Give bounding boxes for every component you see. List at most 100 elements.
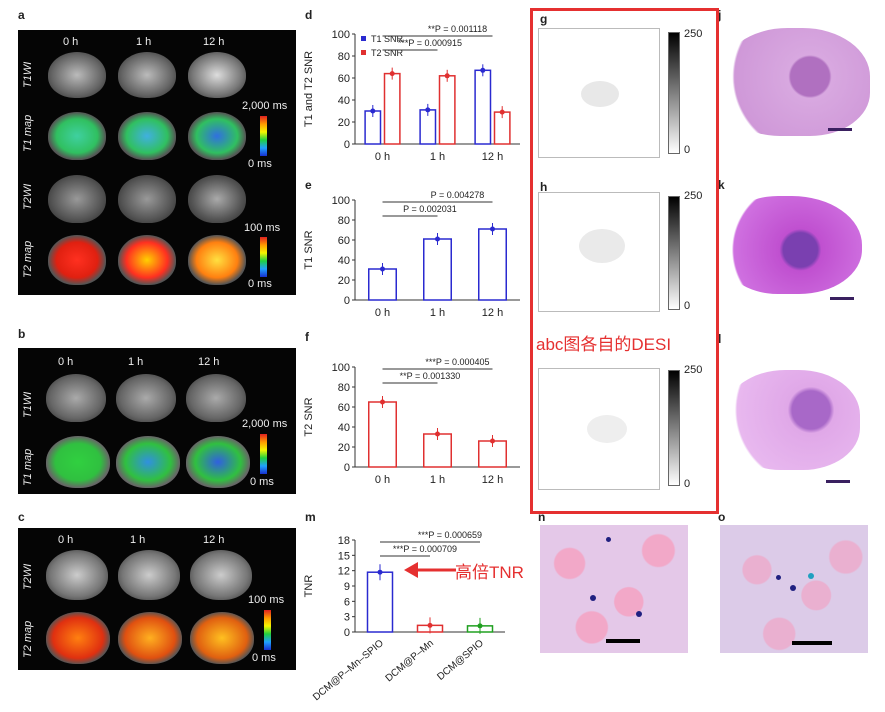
- y-tick-label: 60: [338, 402, 350, 414]
- p-value-label: P = 0.004278: [431, 190, 485, 200]
- y-tick-label: 100: [332, 29, 350, 41]
- bar: [366, 571, 394, 633]
- y-tick-label: 20: [338, 442, 350, 454]
- bar: [368, 401, 397, 468]
- brain-scan: [186, 436, 250, 488]
- he-section-j: [720, 28, 870, 136]
- data-point: [435, 431, 440, 437]
- legend-label: T2 SNR: [371, 48, 404, 58]
- tnr-note: 高倍TNR: [455, 563, 524, 582]
- chart-e: 0 20 40 60 80 100 T1 SNR 0 h 1 h 12 h P = 0.004278…: [303, 190, 520, 319]
- y-tick-label: 80: [338, 51, 350, 63]
- tissue-shadow: [579, 229, 625, 263]
- mri-panel-b: 0 h 1 h 12 h T1WI T1 map 2,000 ms 0 ms: [18, 348, 296, 494]
- brain-scan: [188, 112, 246, 160]
- col-header-12h: 12 h: [198, 356, 220, 368]
- row-label-t2map: T2 map: [22, 240, 34, 278]
- t2-scale-min: 0 ms: [252, 652, 276, 664]
- x-tick-label: 12 h: [482, 474, 503, 486]
- panel-letter-g: g: [540, 12, 548, 26]
- y-tick-label: 3: [344, 612, 350, 624]
- brain-scan: [118, 52, 176, 98]
- data-point: [444, 73, 450, 79]
- chart-f: 0 20 40 60 80 100 T2 SNR 0 h 1 h 12 h ***P = 0.000…: [303, 357, 520, 486]
- brain-scan: [188, 52, 246, 98]
- panel-letter-n: n: [538, 510, 546, 524]
- y-axis-label: T2 SNR: [303, 397, 315, 436]
- row-label-t2wi: T2WI: [22, 183, 34, 210]
- panel-letter-h: h: [540, 180, 548, 194]
- panel-letter-d: d: [305, 8, 313, 22]
- p-value-label: ***P = 0.000659: [418, 530, 482, 540]
- panel-letter-j: j: [718, 8, 722, 22]
- col-header-0h: 0 h: [63, 36, 79, 48]
- data-point: [490, 226, 495, 232]
- bar: [478, 228, 507, 301]
- desi-scale-max: 250: [684, 190, 703, 202]
- p-value-label: **P = 0.001118: [428, 24, 487, 34]
- row-label-t1wi: T1WI: [22, 61, 34, 88]
- t1-scale-max: 2,000 ms: [242, 100, 288, 112]
- y-tick-label: 6: [344, 596, 350, 608]
- col-header-12h: 12 h: [203, 36, 225, 48]
- row-label-t1map: T1 map: [22, 114, 34, 152]
- panel-letter-k: k: [718, 178, 725, 192]
- data-point: [425, 107, 431, 113]
- y-tick-label: 9: [344, 581, 350, 593]
- cell-dot: [790, 585, 796, 591]
- cell-dot: [776, 575, 781, 580]
- t2-scale-max: 100 ms: [244, 222, 281, 234]
- row-label-t1map: T1 map: [22, 448, 34, 486]
- panel-letter-l: l: [718, 332, 722, 346]
- desi-scale-max: 250: [684, 28, 703, 40]
- brain-scan: [46, 612, 110, 664]
- data-point: [380, 266, 385, 272]
- scale-bar: [826, 480, 850, 483]
- t2-scale-max: 100 ms: [248, 594, 285, 606]
- brain-scan: [190, 612, 254, 664]
- cell-dot: [590, 595, 596, 601]
- desi-colorbar-i: [668, 370, 680, 486]
- tissue-shadow: [581, 81, 619, 107]
- panel-letter-f: f: [305, 330, 309, 344]
- desi-scale-min: 0: [684, 300, 691, 312]
- y-tick-label: 20: [338, 117, 350, 129]
- desi-scale-min: 0: [684, 478, 691, 490]
- y-tick-label: 0: [344, 295, 350, 307]
- tissue-shadow: [587, 415, 627, 443]
- he-section-k: [722, 196, 862, 294]
- x-tick-label: DCM@P–Mn: [384, 638, 436, 684]
- y-tick-label: 18: [338, 535, 350, 547]
- y-tick-label: 0: [344, 627, 350, 639]
- x-tick-label: DCM@SPIO: [435, 638, 486, 683]
- data-point: [377, 569, 383, 575]
- brain-scan: [48, 112, 106, 160]
- brain-scan: [48, 175, 106, 223]
- x-tick-label: 0 h: [375, 151, 390, 163]
- he-section-l: [724, 370, 860, 470]
- p-value-label: ***P = 0.000405: [425, 357, 489, 367]
- desi-scale-min: 0: [684, 144, 691, 156]
- panel-letter-e: e: [305, 178, 312, 192]
- bar: [438, 75, 456, 145]
- desi-colorbar-h: [668, 196, 680, 310]
- y-tick-label: 60: [338, 235, 350, 247]
- chart-d: 0 20 40 60 80 100 T1 and T2 SNR 0 h 1 h 12 h T1 SN…: [303, 24, 520, 163]
- y-tick-label: 20: [338, 275, 350, 287]
- y-tick-label: 0: [344, 139, 350, 151]
- brain-scan: [46, 374, 106, 422]
- row-label-t2wi: T2WI: [22, 563, 34, 590]
- y-tick-label: 15: [338, 550, 350, 562]
- micrograph-o: [720, 525, 868, 653]
- x-tick-label: 12 h: [482, 151, 503, 163]
- t1-scale-min: 0 ms: [250, 476, 274, 488]
- panel-letter-m: m: [305, 510, 316, 524]
- scale-bar: [830, 297, 854, 300]
- data-point: [427, 622, 433, 628]
- brain-scan: [188, 175, 246, 223]
- row-label-t1wi: T1WI: [22, 391, 34, 418]
- col-header-1h: 1 h: [136, 36, 152, 48]
- data-point: [490, 438, 495, 444]
- y-tick-label: 80: [338, 215, 350, 227]
- desi-highlight-box: [530, 8, 719, 514]
